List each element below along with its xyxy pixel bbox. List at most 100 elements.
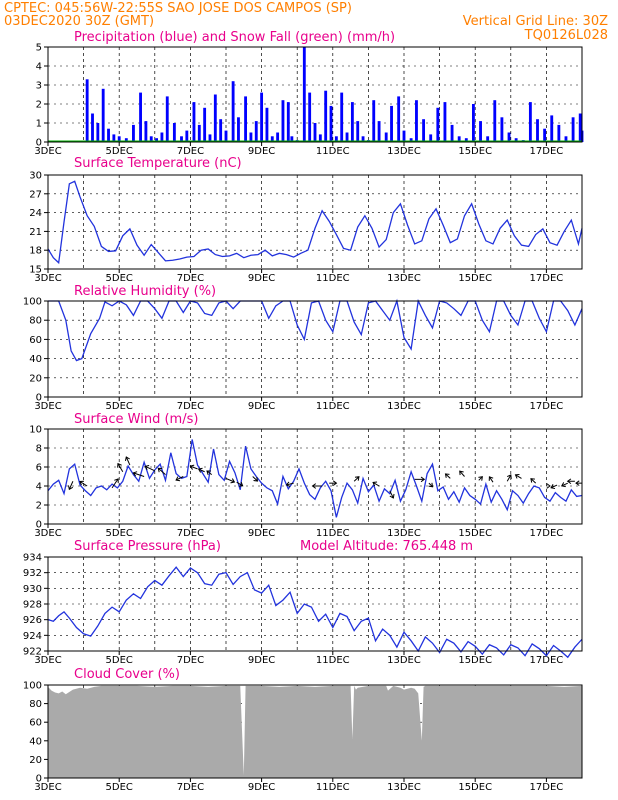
wind-arrow: [144, 465, 156, 472]
wind-arrow: [285, 481, 294, 487]
precip-bar: [350, 102, 354, 142]
header-grid-note: Vertical Grid Line: 30Z: [463, 14, 608, 29]
precip-xtick-label: 9DEC: [248, 146, 275, 157]
cloud-xtick-label: 17DEC: [530, 782, 564, 793]
wind-xtick-label: 13DEC: [387, 528, 421, 539]
wind-arrow: [566, 478, 575, 485]
precip-bar: [313, 123, 317, 142]
wind-arrow-head: [157, 467, 163, 473]
precip-bar: [160, 132, 164, 142]
cloud-ytick-label: 0: [36, 774, 42, 785]
wind-arrow-shaft: [353, 476, 360, 482]
wind-arrow-head: [389, 493, 395, 499]
header-station: CPTEC: 045:56W-22:55S SAO JOSE DOS CAMPO…: [4, 1, 352, 16]
wind-ytick-label: 4: [36, 482, 42, 493]
cloud-xtick-label: 15DEC: [458, 782, 492, 793]
precip-xtick-label: 11DEC: [316, 146, 350, 157]
wind-arrow-shaft: [157, 467, 166, 475]
precip-bar: [219, 119, 223, 142]
wind-arrow-head: [420, 476, 426, 483]
wind-arrow-shaft: [117, 463, 124, 473]
precip-bar: [450, 124, 454, 142]
wind-arrow-head: [124, 456, 130, 462]
header-date: 03DEC2020 30Z (GMT): [4, 14, 154, 29]
cloud-chart: 3DEC 5DEC 7DEC 9DEC 11DEC 13DEC 15DEC 17DEC 0 20 4…: [23, 681, 583, 793]
wind-arrow-head: [67, 485, 74, 491]
precip-bar: [436, 107, 440, 142]
wind-arrow: [67, 481, 74, 491]
pressure-ytick-label: 926: [23, 615, 42, 626]
wind-arrow: [124, 456, 131, 466]
precip-bar: [340, 92, 344, 142]
precip-bar: [302, 47, 306, 142]
precip-bar: [180, 136, 183, 142]
precip-xtick-label: 3DEC: [34, 146, 61, 157]
precip-bar: [464, 138, 468, 142]
precip-bar: [372, 100, 376, 142]
precip-bar: [443, 102, 447, 142]
temp-panel-title: Surface Temperature (nC): [74, 156, 242, 171]
precip-bar: [231, 81, 235, 142]
wind-arrow-shaft: [488, 476, 494, 483]
pressure-xtick-label: 17DEC: [530, 655, 564, 666]
precip-bar: [91, 113, 94, 142]
precip-bar: [557, 124, 561, 142]
precip-bar: [308, 92, 312, 142]
precip-bar: [85, 79, 89, 142]
wind-arrow: [459, 470, 465, 477]
precip-bar: [536, 119, 539, 142]
temp-xtick-label: 5DEC: [106, 273, 133, 284]
wind-arrow-head: [575, 480, 580, 486]
precip-bar: [550, 115, 554, 142]
wind-arrow: [79, 480, 88, 487]
rh-chart: 3DEC 5DEC 7DEC 9DEC 11DEC 13DEC 15DEC 17DEC 0 20 4…: [23, 297, 583, 412]
wind-arrow-head: [506, 474, 512, 479]
wind-arrow-head: [311, 483, 317, 489]
precip-bar: [415, 100, 418, 142]
rh-ytick-label: 0: [36, 393, 42, 404]
wind-arrow-shaft: [445, 473, 451, 479]
cloud-xtick-label: 3DEC: [34, 782, 61, 793]
precip-bar: [124, 138, 128, 142]
wind-arrow-shaft: [459, 470, 465, 477]
precip-bar: [361, 136, 365, 142]
plot-area: 3DEC 5DEC 7DEC 9DEC 11DEC 13DEC 15DEC 17DEC0123…: [23, 43, 584, 793]
cloud-cover-area: [48, 685, 582, 778]
wind-arrow-shaft: [206, 470, 213, 476]
precip-bar: [96, 123, 100, 142]
precip-ytick-label: 3: [36, 81, 42, 92]
precip-bar: [237, 117, 240, 142]
precip-bar: [471, 104, 475, 142]
precip-bar: [345, 132, 349, 142]
wind-arrow-shaft: [252, 476, 258, 482]
cloud-ytick-label: 40: [29, 736, 42, 747]
wind-arrow-head: [189, 464, 195, 470]
wind-ytick-label: 10: [29, 425, 42, 436]
precip-bar: [101, 88, 105, 142]
precip-bar: [172, 123, 176, 142]
temp-ytick-label: 30: [29, 171, 42, 182]
wind-arrow-shaft: [286, 482, 294, 486]
precip-xtick-label: 17DEC: [530, 146, 564, 157]
wind-arrow-head: [285, 481, 291, 487]
wind-arrow: [506, 474, 512, 482]
precip-bar: [402, 130, 406, 142]
precip-bar: [244, 96, 248, 142]
wind-arrow-shaft: [372, 481, 380, 487]
cloud-xtick-label: 11DEC: [316, 782, 350, 793]
rh-xtick-label: 3DEC: [34, 401, 61, 412]
wind-arrow: [157, 467, 166, 475]
wind-series-line: [47, 439, 583, 518]
precip-bar: [281, 100, 285, 142]
wind-arrow: [560, 482, 568, 488]
wind-arrow: [478, 476, 483, 481]
precip-ytick-label: 2: [36, 100, 42, 111]
precip-bar: [356, 121, 360, 142]
precip-bar: [203, 107, 207, 142]
cloud-panel-title: Cloud Cover (%): [74, 667, 180, 682]
pressure-frame: [47, 556, 583, 652]
wind-arrow-shaft: [550, 484, 558, 489]
precip-bar: [149, 136, 153, 142]
precip-bar: [384, 132, 388, 142]
